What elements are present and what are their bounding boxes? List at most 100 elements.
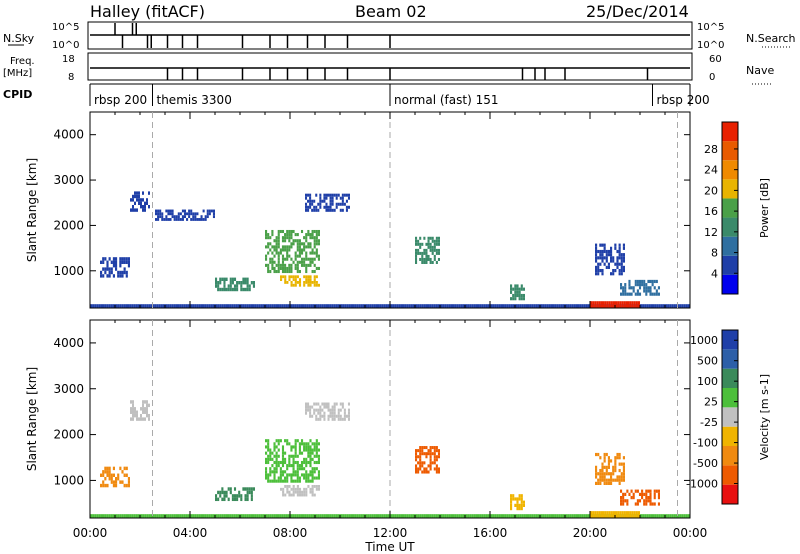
data-cell: [542, 514, 545, 517]
data-cell: [506, 514, 509, 517]
data-cell: [273, 479, 276, 483]
data-cell: [387, 304, 390, 307]
data-cell: [290, 283, 293, 287]
data-cell: [104, 267, 107, 271]
data-cell: [542, 516, 545, 518]
data-cell: [202, 306, 205, 308]
data-cell: [502, 306, 505, 308]
data-cell: [623, 304, 626, 308]
data-cell: [331, 514, 334, 517]
data-cell: [624, 292, 627, 296]
data-cell: [275, 514, 278, 517]
data-cell: [677, 304, 680, 307]
data-cell: [652, 306, 655, 308]
data-cell: [417, 251, 420, 255]
data-cell: [634, 279, 637, 284]
data-cell: [125, 274, 128, 278]
data-cell: [531, 306, 534, 308]
data-cell: [621, 301, 624, 305]
scatter-region: [265, 439, 320, 483]
data-cell: [104, 514, 107, 517]
data-cell: [246, 287, 249, 292]
data-cell: [587, 514, 590, 517]
data-cell: [669, 514, 672, 517]
data-cell: [192, 306, 195, 308]
data-cell: [223, 277, 226, 282]
data-cell: [305, 493, 308, 497]
data-cell: [645, 283, 648, 287]
data-cell: [614, 456, 617, 460]
data-cell: [134, 410, 136, 414]
data-cell: [471, 516, 474, 518]
data-cell: [415, 304, 418, 307]
data-cell: [267, 263, 270, 267]
data-cell: [204, 218, 207, 221]
data-cell: [599, 243, 602, 247]
data-cell: [275, 451, 278, 455]
data-cell: [610, 246, 613, 250]
data-cell: [379, 304, 382, 307]
data-cell: [550, 306, 553, 308]
data-cell: [435, 467, 438, 471]
data-cell: [290, 236, 293, 240]
data-cell: [144, 201, 146, 206]
data-cell: [675, 304, 678, 307]
data-cell: [169, 218, 172, 221]
data-cell: [135, 514, 138, 517]
data-cell: [90, 516, 93, 518]
data-cell: [304, 516, 307, 518]
data-cell: [651, 279, 654, 284]
data-cell: [617, 514, 620, 518]
data-cell: [313, 278, 316, 282]
data-cell: [252, 487, 255, 491]
data-cell: [165, 215, 168, 219]
data-cell: [127, 257, 130, 261]
data-cell: [429, 455, 432, 459]
colorbar-tick-label: 24: [704, 164, 718, 177]
data-cell: [212, 306, 215, 308]
data-cell: [169, 514, 172, 517]
data-cell: [121, 260, 124, 264]
data-cell: [603, 246, 606, 250]
data-cell: [286, 439, 289, 443]
data-cell: [571, 306, 574, 308]
data-cell: [460, 306, 463, 308]
data-cell: [620, 268, 623, 273]
data-cell: [483, 306, 486, 308]
data-cell: [262, 514, 265, 517]
data-cell: [517, 516, 520, 518]
data-cell: [448, 304, 451, 307]
data-cell: [148, 403, 150, 408]
data-cell: [622, 465, 625, 469]
data-cell: [658, 306, 661, 308]
data-cell: [219, 490, 222, 495]
data-cell: [310, 516, 313, 518]
data-cell: [619, 301, 622, 305]
data-cell: [444, 516, 447, 518]
data-cell: [500, 304, 503, 307]
data-cell: [117, 473, 120, 477]
data-cell: [290, 245, 293, 249]
data-cell: [435, 458, 438, 462]
data-cell: [419, 306, 422, 308]
data-cell: [510, 514, 513, 517]
data-cell: [595, 481, 598, 485]
data-cell: [190, 516, 193, 518]
scatter-region: [280, 485, 320, 497]
data-cell: [615, 301, 618, 305]
data-cell: [323, 304, 326, 307]
colorbar-segment: [722, 349, 738, 369]
data-cell: [229, 277, 232, 282]
data-cell: [452, 516, 455, 518]
data-cell: [108, 274, 111, 278]
data-cell: [148, 205, 150, 209]
data-cell: [477, 516, 480, 518]
data-cell: [196, 514, 199, 517]
data-cell: [630, 286, 633, 290]
data-cell: [248, 287, 251, 292]
y-tick-label: 3000: [53, 173, 84, 187]
data-cell: [108, 270, 111, 275]
data-cell: [298, 467, 301, 471]
data-cell: [267, 454, 270, 458]
data-cell: [392, 514, 395, 517]
